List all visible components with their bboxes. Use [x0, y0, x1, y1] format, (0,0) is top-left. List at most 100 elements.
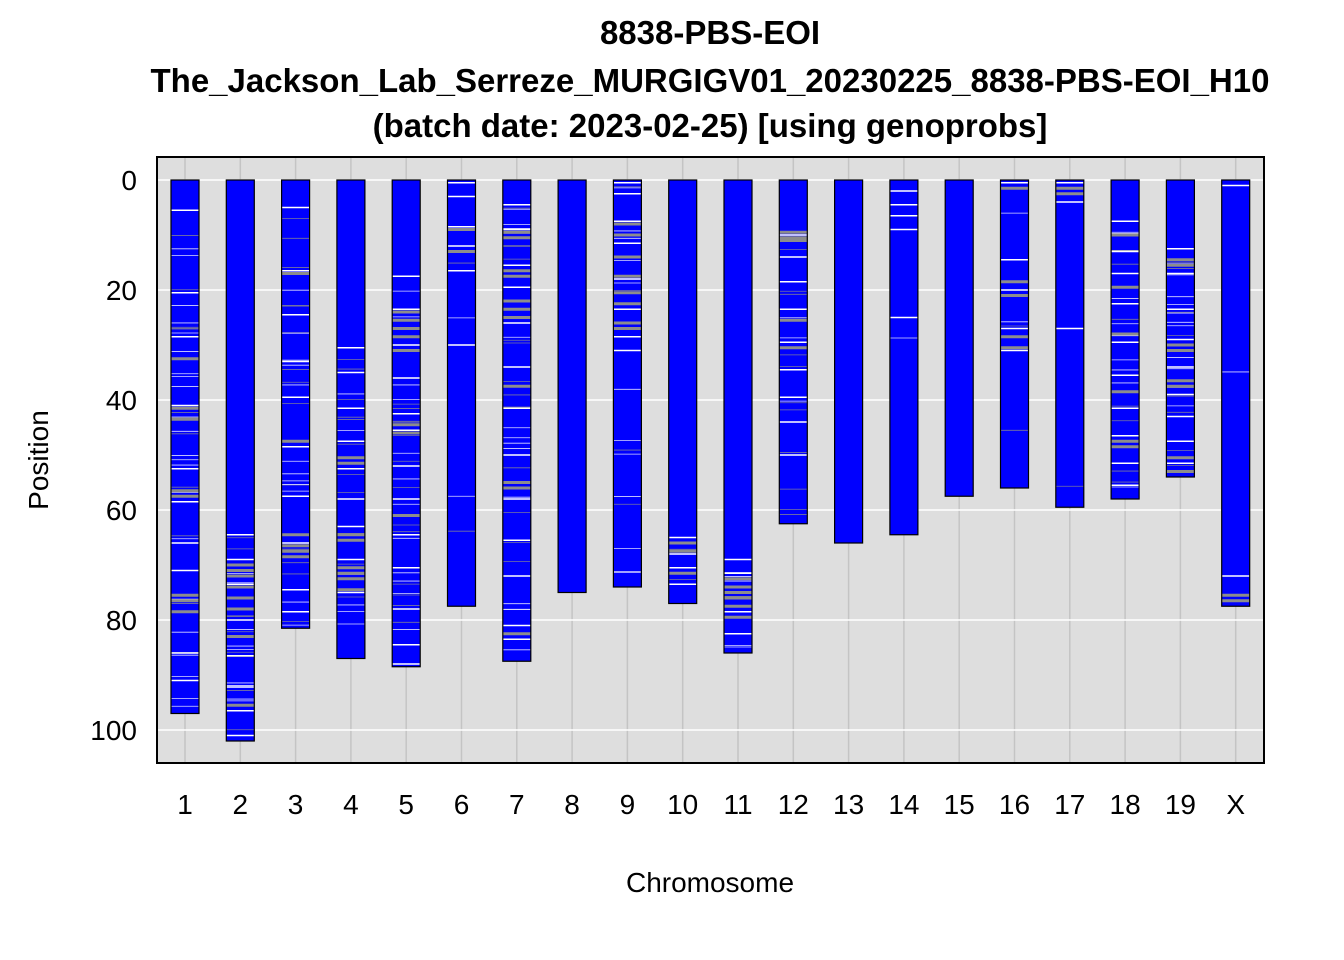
x-tick-label: 7 — [509, 789, 525, 820]
chromosome-6 — [446, 179, 477, 607]
chromosome-bar — [502, 180, 531, 662]
marker-gray — [724, 604, 752, 608]
marker-gray — [281, 272, 310, 275]
marker-gray — [1221, 593, 1250, 597]
x-tick-label: 4 — [343, 789, 359, 820]
x-tick-label: 13 — [833, 789, 864, 820]
x-tick-label: 10 — [667, 789, 698, 820]
marker-gray — [779, 236, 808, 240]
chromosome-bar — [668, 180, 697, 604]
y-tick-label: 40 — [106, 385, 137, 416]
marker-gray — [171, 494, 199, 498]
marker-gray — [668, 541, 697, 545]
chromosome-bar — [889, 180, 918, 535]
chromosome-outline — [336, 179, 366, 660]
chromosome-bar — [1221, 180, 1250, 607]
plot-panel-border — [156, 156, 1265, 764]
x-tick-label: 9 — [620, 789, 636, 820]
marker-gray — [1111, 439, 1140, 443]
x-tick-label: 8 — [564, 789, 580, 820]
chromosome-outline — [723, 179, 753, 654]
chromosome-14 — [889, 179, 919, 536]
chromosome-outline — [833, 179, 864, 544]
marker-gray — [281, 544, 310, 548]
y-tick-label: 20 — [106, 275, 137, 306]
plot-panel-background — [157, 157, 1264, 763]
marker-gray — [447, 228, 476, 231]
marker-gray — [502, 632, 531, 636]
marker-gray — [281, 533, 310, 537]
x-tick-label: 14 — [888, 789, 919, 820]
marker-gray — [281, 549, 310, 553]
marker-gray — [613, 222, 642, 226]
marker-gray — [392, 423, 421, 427]
marker-gray — [1111, 233, 1140, 237]
y-tick-label: 100 — [90, 715, 137, 746]
chromosome-1 — [170, 179, 200, 715]
marker-gray — [392, 335, 421, 339]
marker-gray — [779, 239, 808, 242]
marker-gray — [336, 577, 365, 581]
marker-gray — [1166, 379, 1195, 383]
marker-gray — [1111, 285, 1140, 289]
y-tick-label: 0 — [121, 165, 137, 196]
marker-gray — [336, 566, 365, 570]
marker-gray — [392, 349, 421, 352]
marker-gray — [171, 357, 199, 361]
marker-gray — [779, 318, 808, 322]
marker-gray — [613, 321, 642, 325]
marker-gray — [502, 236, 531, 240]
chromosome-outline — [170, 179, 200, 715]
chromosome-bar — [1000, 180, 1029, 488]
chromosome-outline — [668, 179, 698, 605]
chromosome-16 — [999, 179, 1030, 489]
marker-gray — [1055, 186, 1084, 190]
marker-gray — [1111, 390, 1140, 394]
chromosome-12 — [778, 179, 808, 525]
chromosome-bar — [834, 180, 863, 543]
chart-title-line-1: 8838-PBS-EOI — [599, 14, 821, 51]
marker-gray — [171, 406, 199, 410]
chromosome-outline — [446, 179, 477, 607]
marker-gray — [226, 703, 255, 707]
marker-gray — [502, 230, 531, 234]
chromosome-outline — [557, 179, 587, 594]
x-tick-label: 15 — [944, 789, 975, 820]
chromosome-13 — [833, 179, 864, 544]
marker-gray — [724, 585, 752, 589]
chart-title-line-2: The_Jackson_Lab_Serreze_MURGIGV01_202302… — [150, 62, 1270, 99]
chromosome-19 — [1165, 179, 1196, 478]
marker-gray — [502, 316, 531, 319]
chromosome-8 — [557, 179, 587, 594]
marker-gray — [336, 588, 365, 592]
chromosome-11 — [723, 179, 753, 654]
marker-gray — [226, 574, 255, 578]
chromosome-outline — [281, 179, 311, 629]
marker-gray — [281, 439, 310, 443]
marker-gray — [392, 431, 421, 435]
marker-gray — [668, 549, 697, 553]
marker-gray — [281, 555, 310, 559]
chromosome-outline — [778, 179, 808, 525]
marker-gray — [1166, 258, 1195, 262]
marker-gray — [1055, 192, 1084, 196]
marker-gray — [724, 596, 752, 600]
chromosome-outline — [1165, 179, 1196, 478]
chromosome-bar — [724, 180, 752, 653]
x-tick-label: 6 — [454, 789, 470, 820]
x-tick-label: 11 — [723, 789, 752, 820]
x-tick-label: 19 — [1165, 789, 1196, 820]
marker-gray — [502, 481, 531, 484]
chromosome-4 — [336, 179, 366, 660]
x-tick-label: 18 — [1110, 789, 1141, 820]
marker-gray — [171, 489, 199, 493]
marker-gray — [336, 533, 365, 537]
marker-gray — [502, 486, 531, 490]
chromosome-bars — [170, 179, 1251, 742]
chromosome-15 — [944, 179, 974, 497]
marker-gray — [1000, 280, 1029, 284]
marker-gray — [336, 538, 365, 542]
chromosome-bar — [613, 180, 642, 587]
chromosome-bar — [281, 180, 310, 629]
